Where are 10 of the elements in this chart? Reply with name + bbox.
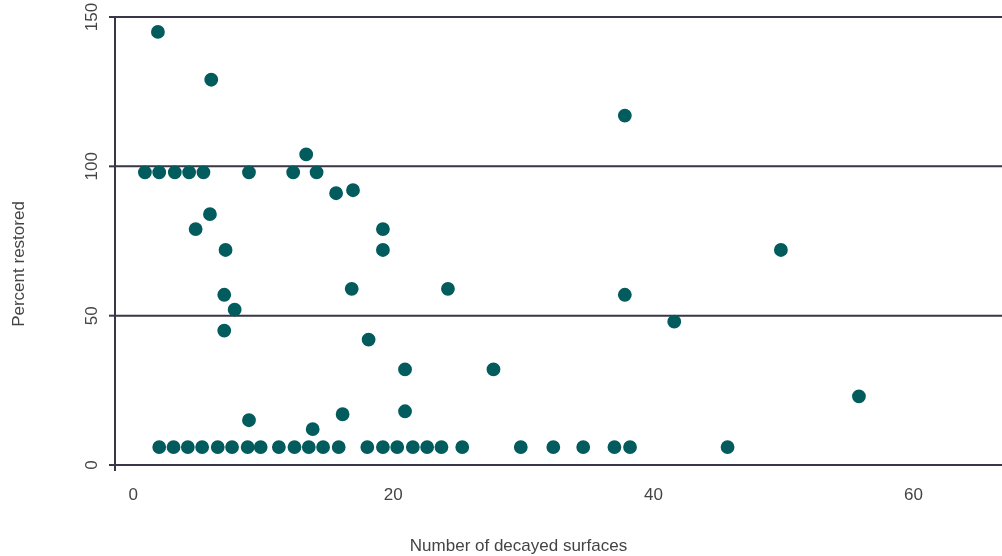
x-axis-title: Number of decayed surfaces <box>409 536 628 555</box>
x-tick-label: 40 <box>643 485 663 504</box>
x-tick-label: 20 <box>383 485 403 504</box>
y-tick-label: 100 <box>82 152 101 181</box>
y-tick-label: 50 <box>82 306 101 326</box>
y-axis-title: Percent restored <box>9 201 28 327</box>
y-tick-label: 150 <box>82 2 101 32</box>
x-tick-label: 60 <box>904 485 924 504</box>
x-tick-label: 0 <box>128 485 138 504</box>
y-tick-label: 0 <box>82 460 101 470</box>
